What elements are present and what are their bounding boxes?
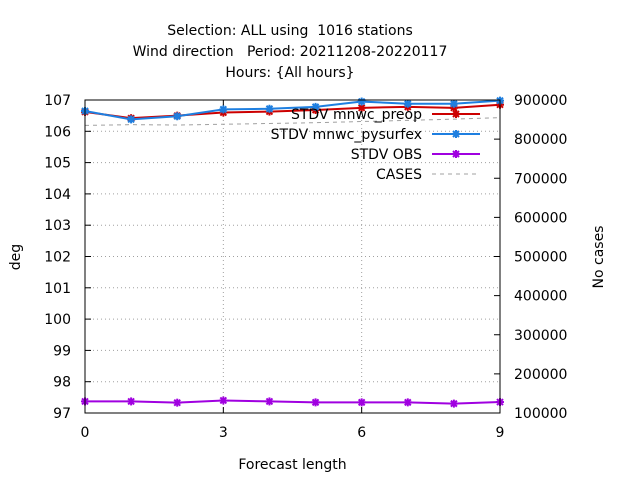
data-point — [265, 104, 274, 113]
y-tick-label: 107 — [44, 93, 71, 109]
series-cases — [84, 117, 501, 126]
legend-marker — [452, 150, 460, 158]
plot-border — [84, 99, 501, 414]
y-tick-label: 104 — [44, 187, 71, 203]
legend-marker — [452, 110, 460, 118]
y-tick-label: 99 — [53, 343, 71, 359]
grid — [85, 100, 500, 413]
y-tick-label: 97 — [53, 406, 71, 422]
data-point — [219, 105, 228, 114]
x-axis-ticks: 0 3 6 9 — [81, 100, 505, 441]
series-line — [84, 99, 501, 121]
data-point — [219, 396, 228, 405]
series-line — [84, 117, 501, 126]
y2-axis-label: No cases — [591, 226, 607, 289]
y2-tick-label: 200000 — [514, 367, 567, 383]
x-tick-label: 3 — [219, 425, 228, 441]
x-tick-label: 6 — [357, 425, 366, 441]
y2-tick-label: 800000 — [514, 132, 567, 148]
series-line — [85, 399, 501, 405]
title-line: Wind direction Period: 20211208-20220117 — [133, 44, 448, 60]
y-tick-label: 100 — [44, 312, 71, 328]
legend-label: CASES — [376, 167, 422, 183]
data-point — [357, 398, 366, 407]
legend-label: STDV mnwc_pysurfex — [271, 127, 422, 143]
data-point — [357, 97, 366, 106]
data-point — [173, 112, 182, 121]
data-point — [403, 99, 412, 108]
data-point — [449, 99, 458, 108]
x-tick-label: 9 — [496, 425, 505, 441]
legend: STDV mnwc_preop STDV mnwc_pysurfex STDV OB… — [271, 107, 480, 183]
y2-tick-label: 600000 — [514, 210, 567, 226]
data-point — [449, 399, 458, 408]
y2-axis-ticks: 100000 200000 300000 400000 500000 600000 7000… — [494, 93, 567, 422]
data-point — [265, 397, 274, 406]
y2-tick-label: 400000 — [514, 289, 567, 305]
y2-tick-label: 700000 — [514, 171, 567, 187]
legend-label: STDV mnwc_preop — [291, 107, 422, 123]
legend-marker — [452, 130, 460, 138]
y2-tick-label: 500000 — [514, 250, 567, 266]
x-axis-label: Forecast length — [238, 457, 346, 473]
series — [81, 96, 504, 408]
x-tick-label: 0 — [81, 425, 90, 441]
y-axis-label: deg — [8, 244, 24, 270]
legend-entry: STDV OBS — [351, 147, 480, 163]
y2-tick-label: 300000 — [514, 328, 567, 344]
y2-tick-label: 100000 — [514, 406, 567, 422]
legend-entry: CASES — [376, 167, 480, 183]
data-point — [311, 398, 320, 407]
series-stdv-obs — [81, 396, 504, 408]
data-point — [127, 397, 136, 406]
y-tick-label: 101 — [44, 281, 71, 297]
y-axis-ticks: 97 98 99 100 101 102 103 104 105 106 107 — [44, 93, 91, 422]
title-line: Selection: ALL using 1016 stations — [167, 23, 413, 39]
y2-tick-label: 900000 — [514, 93, 567, 109]
data-point — [403, 398, 412, 407]
y-tick-label: 102 — [44, 250, 71, 266]
legend-entry: STDV mnwc_pysurfex — [271, 127, 480, 143]
legend-entry: STDV mnwc_preop — [291, 107, 480, 123]
y-tick-label: 106 — [44, 124, 71, 140]
title-line: Hours: {All hours} — [225, 65, 354, 81]
data-point — [311, 102, 320, 111]
data-point — [173, 398, 182, 407]
chart-title: Selection: ALL using 1016 stations Wind d… — [133, 23, 448, 81]
y-tick-label: 103 — [44, 218, 71, 234]
series-stdv-mnwc-pysurfex — [81, 96, 504, 124]
y-tick-label: 98 — [53, 375, 71, 391]
legend-label: STDV OBS — [351, 147, 422, 163]
data-point — [127, 115, 136, 124]
y-tick-label: 105 — [44, 156, 71, 172]
